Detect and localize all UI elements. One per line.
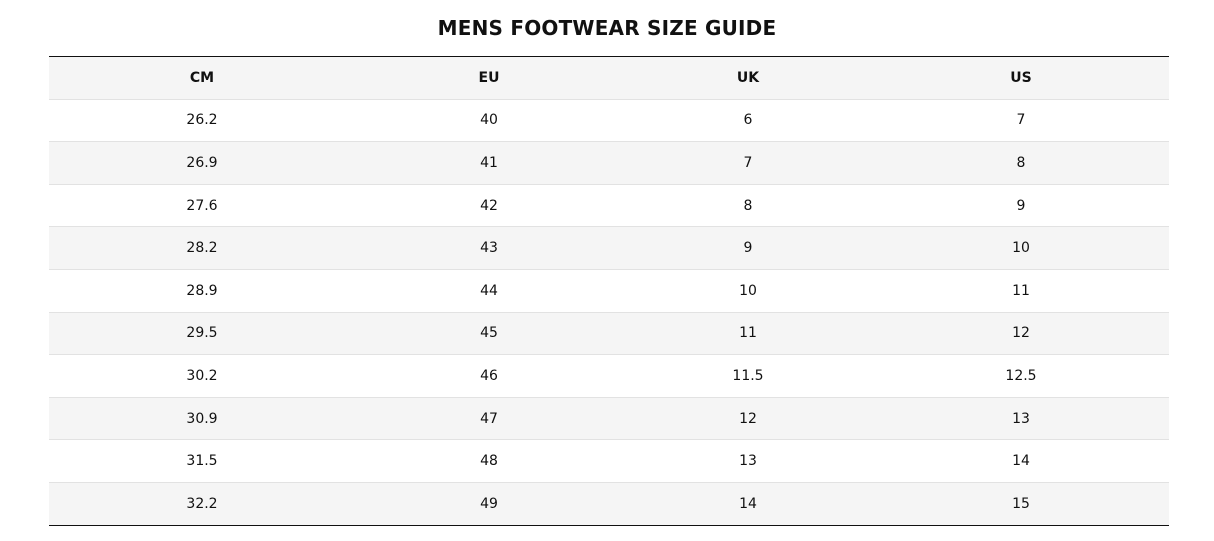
cell-us: 11 bbox=[873, 269, 1169, 313]
cell-uk: 10 bbox=[623, 269, 873, 313]
column-header-us: US bbox=[873, 56, 1169, 100]
cell-uk: 6 bbox=[623, 99, 873, 143]
cell-eu: 41 bbox=[355, 141, 623, 185]
table-row: 27.6 42 8 9 bbox=[49, 184, 1169, 228]
cell-uk: 8 bbox=[623, 184, 873, 228]
size-guide-table: CM EU UK US 26.2 40 6 7 26.9 41 7 8 27.6 42 8 9 28.2 43 9… bbox=[49, 56, 1169, 526]
cell-cm: 26.2 bbox=[49, 99, 355, 143]
cell-cm: 28.2 bbox=[49, 226, 355, 270]
cell-uk: 11.5 bbox=[623, 354, 873, 398]
cell-cm: 29.5 bbox=[49, 312, 355, 356]
table-row: 29.5 45 11 12 bbox=[49, 312, 1169, 356]
cell-uk: 14 bbox=[623, 482, 873, 526]
page-title: MENS FOOTWEAR SIZE GUIDE bbox=[437, 16, 777, 40]
table-row: 26.2 40 6 7 bbox=[49, 99, 1169, 143]
cell-cm: 31.5 bbox=[49, 439, 355, 483]
table-row: 30.2 46 11.5 12.5 bbox=[49, 354, 1169, 398]
cell-eu: 45 bbox=[355, 312, 623, 356]
cell-eu: 49 bbox=[355, 482, 623, 526]
header-row: CM EU UK US bbox=[49, 56, 1169, 100]
cell-eu: 48 bbox=[355, 439, 623, 483]
table-row: 26.9 41 7 8 bbox=[49, 141, 1169, 185]
column-header-uk: UK bbox=[623, 56, 873, 100]
table-row: 30.9 47 12 13 bbox=[49, 397, 1169, 441]
cell-uk: 9 bbox=[623, 226, 873, 270]
cell-eu: 43 bbox=[355, 226, 623, 270]
cell-cm: 30.9 bbox=[49, 397, 355, 441]
cell-us: 8 bbox=[873, 141, 1169, 185]
table-row: 32.2 49 14 15 bbox=[49, 482, 1169, 526]
cell-eu: 47 bbox=[355, 397, 623, 441]
column-header-eu: EU bbox=[355, 56, 623, 100]
cell-uk: 13 bbox=[623, 439, 873, 483]
cell-cm: 30.2 bbox=[49, 354, 355, 398]
cell-uk: 11 bbox=[623, 312, 873, 356]
cell-us: 10 bbox=[873, 226, 1169, 270]
cell-eu: 46 bbox=[355, 354, 623, 398]
cell-us: 13 bbox=[873, 397, 1169, 441]
table-row: 31.5 48 13 14 bbox=[49, 439, 1169, 483]
cell-us: 14 bbox=[873, 439, 1169, 483]
cell-us: 12 bbox=[873, 312, 1169, 356]
cell-us: 7 bbox=[873, 99, 1169, 143]
cell-uk: 12 bbox=[623, 397, 873, 441]
table-row: 28.2 43 9 10 bbox=[49, 226, 1169, 270]
column-header-cm: CM bbox=[49, 56, 355, 100]
cell-cm: 32.2 bbox=[49, 482, 355, 526]
cell-cm: 26.9 bbox=[49, 141, 355, 185]
cell-us: 12.5 bbox=[873, 354, 1169, 398]
cell-uk: 7 bbox=[623, 141, 873, 185]
cell-cm: 27.6 bbox=[49, 184, 355, 228]
table-row: 28.9 44 10 11 bbox=[49, 269, 1169, 313]
cell-us: 9 bbox=[873, 184, 1169, 228]
cell-us: 15 bbox=[873, 482, 1169, 526]
cell-eu: 42 bbox=[355, 184, 623, 228]
cell-eu: 44 bbox=[355, 269, 623, 313]
cell-eu: 40 bbox=[355, 99, 623, 143]
cell-cm: 28.9 bbox=[49, 269, 355, 313]
